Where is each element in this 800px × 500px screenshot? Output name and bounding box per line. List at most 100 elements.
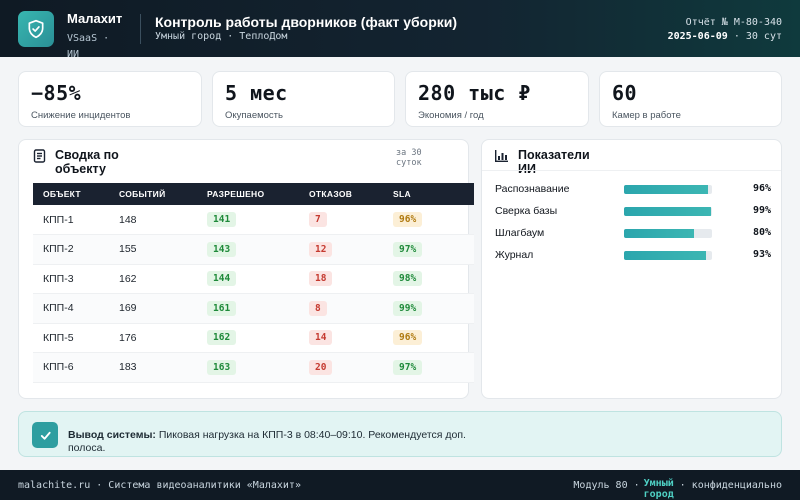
cell-allowed: 161 bbox=[197, 293, 299, 324]
ai-metric-label: Шлагбаум bbox=[495, 227, 545, 239]
cell-allowed: 144 bbox=[197, 264, 299, 294]
ai-metric-bar bbox=[624, 207, 712, 216]
report-period: · 30 сут bbox=[733, 31, 782, 42]
ai-metrics-title: Показатели ИИ bbox=[518, 148, 590, 176]
allowed-badge: 143 bbox=[207, 241, 237, 257]
app-header: Малахит VSaaS · ИИ Контроль работы дворн… bbox=[0, 0, 800, 60]
sla-badge: 96% bbox=[393, 330, 423, 346]
cell-allowed: 163 bbox=[197, 352, 299, 383]
cell-denied: 20 bbox=[299, 352, 383, 383]
kpi-label: Снижение инцидентов bbox=[31, 110, 131, 121]
allowed-badge: 141 bbox=[207, 212, 237, 227]
check-badge bbox=[32, 422, 58, 448]
cell-object: КПП-5 bbox=[33, 323, 109, 353]
summary-period: за 30 суток bbox=[396, 148, 422, 168]
kpi-label: Экономия / год bbox=[418, 110, 484, 121]
panel-divider bbox=[482, 170, 781, 171]
ai-metric-row: Журнал 93% bbox=[495, 249, 771, 263]
ai-metric-row: Сверка базы 99% bbox=[495, 205, 771, 219]
footer-left: malachite.ru · Система видеоаналитики «М… bbox=[18, 480, 301, 491]
cell-allowed: 141 bbox=[197, 205, 299, 235]
cell-events: 162 bbox=[109, 264, 197, 294]
column-header: SLA bbox=[383, 183, 474, 205]
column-header: ОБЪЕКТ bbox=[33, 183, 109, 205]
report-info: Отчёт № M-80-340 2025-06-09 · 30 сут bbox=[668, 16, 782, 44]
allowed-badge: 144 bbox=[207, 271, 237, 287]
shield-check-icon bbox=[28, 19, 44, 39]
conclusion-label: Вывод системы: bbox=[68, 429, 156, 441]
table-row[interactable]: КПП-4 169 161 8 99% bbox=[33, 293, 474, 324]
cell-events: 169 bbox=[109, 293, 197, 324]
denied-badge: 20 bbox=[309, 359, 333, 375]
sla-badge: 97% bbox=[393, 359, 423, 375]
document-icon bbox=[33, 149, 46, 163]
cell-sla: 99% bbox=[383, 293, 474, 324]
page-title: Контроль работы дворников (факт уборки) bbox=[155, 14, 458, 30]
report-number: Отчёт № M-80-340 bbox=[685, 17, 782, 28]
system-conclusion: Вывод системы: Пиковая нагрузка на КПП-3… bbox=[18, 411, 782, 457]
cell-sla: 98% bbox=[383, 264, 474, 294]
cell-allowed: 162 bbox=[197, 323, 299, 353]
cell-events: 183 bbox=[109, 352, 197, 383]
cell-object: КПП-4 bbox=[33, 293, 109, 324]
column-header: ОТКАЗОВ bbox=[299, 183, 383, 205]
sla-badge: 97% bbox=[393, 241, 423, 257]
kpi-value: 280 тыс ₽ bbox=[418, 81, 531, 105]
allowed-badge: 161 bbox=[207, 300, 237, 316]
cell-object: КПП-1 bbox=[33, 205, 109, 235]
column-header: РАЗРЕШЕНО bbox=[197, 183, 299, 205]
ai-metric-row: Распознавание 96% bbox=[495, 183, 771, 197]
cell-denied: 7 bbox=[299, 205, 383, 235]
ai-metric-fill bbox=[624, 185, 709, 194]
column-header: СОБЫТИЙ bbox=[109, 183, 197, 205]
cell-object: КПП-3 bbox=[33, 264, 109, 294]
cell-sla: 96% bbox=[383, 323, 474, 353]
cell-object: КПП-6 bbox=[33, 352, 109, 383]
ai-metric-label: Распознавание bbox=[495, 183, 570, 195]
table-row[interactable]: КПП-1 148 141 7 96% bbox=[33, 205, 474, 235]
footer-highlight: Умный город bbox=[643, 478, 674, 500]
kpi-label: Камер в работе bbox=[612, 110, 681, 121]
ai-metric-fill bbox=[624, 229, 695, 238]
kpi-card-payback: 5 мес Окупаемость bbox=[212, 71, 395, 127]
bar-chart-icon bbox=[495, 150, 508, 162]
sla-badge: 98% bbox=[393, 271, 423, 287]
allowed-badge: 162 bbox=[207, 330, 237, 346]
report-date-line: 2025-06-09 · 30 сут bbox=[668, 30, 782, 44]
cell-denied: 12 bbox=[299, 234, 383, 265]
table-header-row: ОБЪЕКТ СОБЫТИЙ РАЗРЕШЕНО ОТКАЗОВ SLA bbox=[33, 183, 474, 205]
kpi-card-incidents: −85% Снижение инцидентов bbox=[18, 71, 202, 127]
ai-metric-value: 80% bbox=[752, 227, 771, 238]
logo[interactable] bbox=[18, 11, 54, 47]
ai-metric-value: 96% bbox=[752, 183, 771, 194]
brand-subtitle: VSaaS · ИИ bbox=[67, 33, 110, 60]
ai-metric-row: Шлагбаум 80% bbox=[495, 227, 771, 241]
kpi-value: −85% bbox=[31, 81, 82, 105]
denied-badge: 14 bbox=[309, 330, 333, 346]
table-row[interactable]: КПП-3 162 144 18 98% bbox=[33, 264, 474, 294]
ai-metric-value: 93% bbox=[752, 249, 771, 260]
cell-events: 155 bbox=[109, 234, 197, 265]
cell-sla: 96% bbox=[383, 205, 474, 235]
cell-denied: 18 bbox=[299, 264, 383, 294]
denied-badge: 12 bbox=[309, 241, 333, 257]
table-row[interactable]: КПП-6 183 163 20 97% bbox=[33, 352, 474, 383]
kpi-label: Окупаемость bbox=[225, 110, 283, 121]
cell-denied: 8 bbox=[299, 293, 383, 324]
ai-metric-bar bbox=[624, 251, 712, 260]
ai-metric-value: 99% bbox=[752, 205, 771, 216]
kpi-value: 60 bbox=[612, 81, 638, 105]
summary-table: ОБЪЕКТ СОБЫТИЙ РАЗРЕШЕНО ОТКАЗОВ SLA КПП… bbox=[33, 183, 474, 383]
sla-badge: 99% bbox=[393, 300, 423, 316]
ai-metric-label: Журнал bbox=[495, 249, 534, 261]
denied-badge: 7 bbox=[309, 212, 327, 227]
cell-sla: 97% bbox=[383, 234, 474, 265]
allowed-badge: 163 bbox=[207, 359, 237, 375]
summary-title: Сводка по объекту bbox=[55, 148, 119, 176]
table-row[interactable]: КПП-2 155 143 12 97% bbox=[33, 234, 474, 265]
cell-object: КПП-2 bbox=[33, 234, 109, 265]
table-row[interactable]: КПП-5 176 162 14 96% bbox=[33, 323, 474, 353]
summary-panel: Сводка по объекту за 30 суток ОБЪЕКТ СОБ… bbox=[18, 139, 474, 399]
cell-events: 148 bbox=[109, 205, 197, 235]
header-divider bbox=[140, 14, 141, 44]
